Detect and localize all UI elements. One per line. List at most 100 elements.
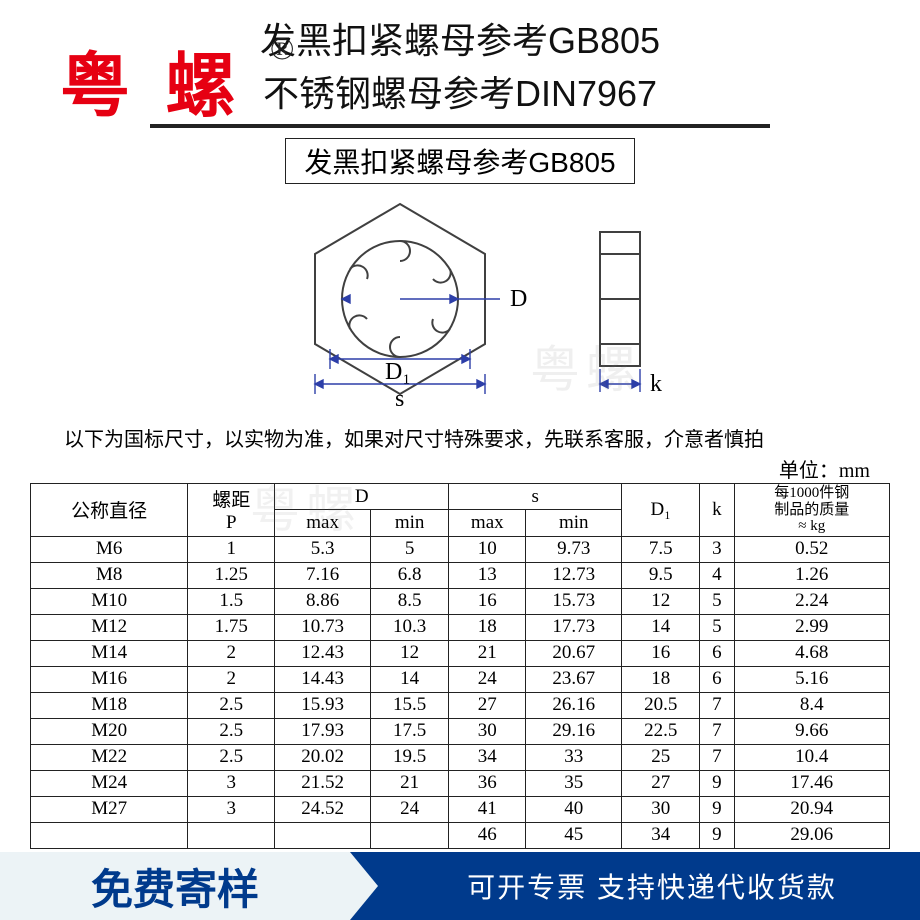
table-cell: 29.16 [526,718,622,744]
table-cell: 12.43 [275,640,371,666]
table-cell: 7 [700,744,734,770]
table-cell: 24.52 [275,796,371,822]
table-cell: 17.93 [275,718,371,744]
table-cell: 7.5 [622,536,700,562]
th-s: s [449,484,622,510]
table-row: M27324.5224414030920.94 [31,796,890,822]
table-cell: 40 [526,796,622,822]
table-cell: 2.5 [188,744,275,770]
table-cell: 10.73 [275,614,371,640]
table-cell: 18 [622,666,700,692]
table-cell: 2.24 [734,588,890,614]
table-cell: 8.86 [275,588,371,614]
table-cell: 2.5 [188,718,275,744]
table-cell: 15.5 [371,692,449,718]
unit-text: 单位：mm [0,454,920,483]
table-cell: 6.8 [371,562,449,588]
table-cell: 4.68 [734,640,890,666]
table-cell: 5 [700,588,734,614]
table-cell: 18 [449,614,526,640]
th-s-min: min [526,510,622,536]
table-cell: 26.16 [526,692,622,718]
table-cell: 9.73 [526,536,622,562]
table-cell: M12 [31,614,188,640]
table-cell: M6 [31,536,188,562]
table-cell: 20.02 [275,744,371,770]
table-cell: 10.4 [734,744,890,770]
nut-diagram: D D₁ s k [0,184,920,419]
table-row: M182.515.9315.52726.1620.578.4 [31,692,890,718]
table-cell: 16 [622,640,700,666]
label-s: s [395,386,404,412]
table-cell: 17.46 [734,770,890,796]
table-cell: 13 [449,562,526,588]
table-cell: M10 [31,588,188,614]
table-cell: 1.26 [734,562,890,588]
table-cell: 33 [526,744,622,770]
table-cell: 5.16 [734,666,890,692]
table-cell: 20.5 [622,692,700,718]
table-cell: 36 [449,770,526,796]
table-cell: 9 [700,822,734,848]
label-D: D [510,286,527,312]
table-cell: 5 [371,536,449,562]
table-cell: 21.52 [275,770,371,796]
th-k: k [700,484,734,537]
table-cell: 27 [622,770,700,796]
bottom-banner: 免费寄样 可开专票 支持快递代收货款 [0,852,920,920]
table-cell: 10 [449,536,526,562]
table-cell: 34 [622,822,700,848]
table-cell: 25 [622,744,700,770]
table-cell: 14.43 [275,666,371,692]
table-cell: 1.5 [188,588,275,614]
table-cell: 20.67 [526,640,622,666]
table-cell: 0.52 [734,536,890,562]
spec-table: 公称直径 螺距P D s D₁ k 每1000件钢制品的质量≈ kg max m… [30,483,890,849]
table-cell: 15.73 [526,588,622,614]
table-cell: 12 [622,588,700,614]
table-cell: 12 [371,640,449,666]
table-cell: M16 [31,666,188,692]
table-cell: 8.4 [734,692,890,718]
table-row: 464534929.06 [31,822,890,848]
label-D1: D₁ [385,359,411,385]
table-cell: 3 [700,536,734,562]
table-cell: 30 [449,718,526,744]
table-cell: 20.94 [734,796,890,822]
table-cell: 3 [188,796,275,822]
table-cell [275,822,371,848]
table-cell: 7.16 [275,562,371,588]
table-cell: 19.5 [371,744,449,770]
table-cell: M14 [31,640,188,666]
subtitle-box: 发黑扣紧螺母参考GB805 [285,138,634,184]
registered-symbol: ® [270,30,294,67]
th-s-max: max [449,510,526,536]
table-cell: 16 [449,588,526,614]
table-cell: 2.5 [188,692,275,718]
banner-free-sample: 免费寄样 [0,852,350,920]
table-cell: 8.5 [371,588,449,614]
table-cell: 34 [449,744,526,770]
table-row: M16214.43142423.671865.16 [31,666,890,692]
label-k: k [650,371,662,397]
table-cell: M8 [31,562,188,588]
table-cell: 23.67 [526,666,622,692]
table-cell [31,822,188,848]
table-cell: 6 [700,666,734,692]
table-cell: M22 [31,744,188,770]
table-row: M615.35109.737.530.52 [31,536,890,562]
table-cell [188,822,275,848]
table-cell: 14 [371,666,449,692]
table-cell: M20 [31,718,188,744]
table-cell: 17.73 [526,614,622,640]
table-cell: 45 [526,822,622,848]
th-nominal: 公称直径 [31,484,188,537]
table-cell: 24 [449,666,526,692]
gray-watermark-1: 粤螺 [530,330,642,402]
table-cell: 2.99 [734,614,890,640]
table-cell: M27 [31,796,188,822]
table-cell: 41 [449,796,526,822]
table-cell: 1.25 [188,562,275,588]
table-cell: 27 [449,692,526,718]
table-cell: 9.66 [734,718,890,744]
